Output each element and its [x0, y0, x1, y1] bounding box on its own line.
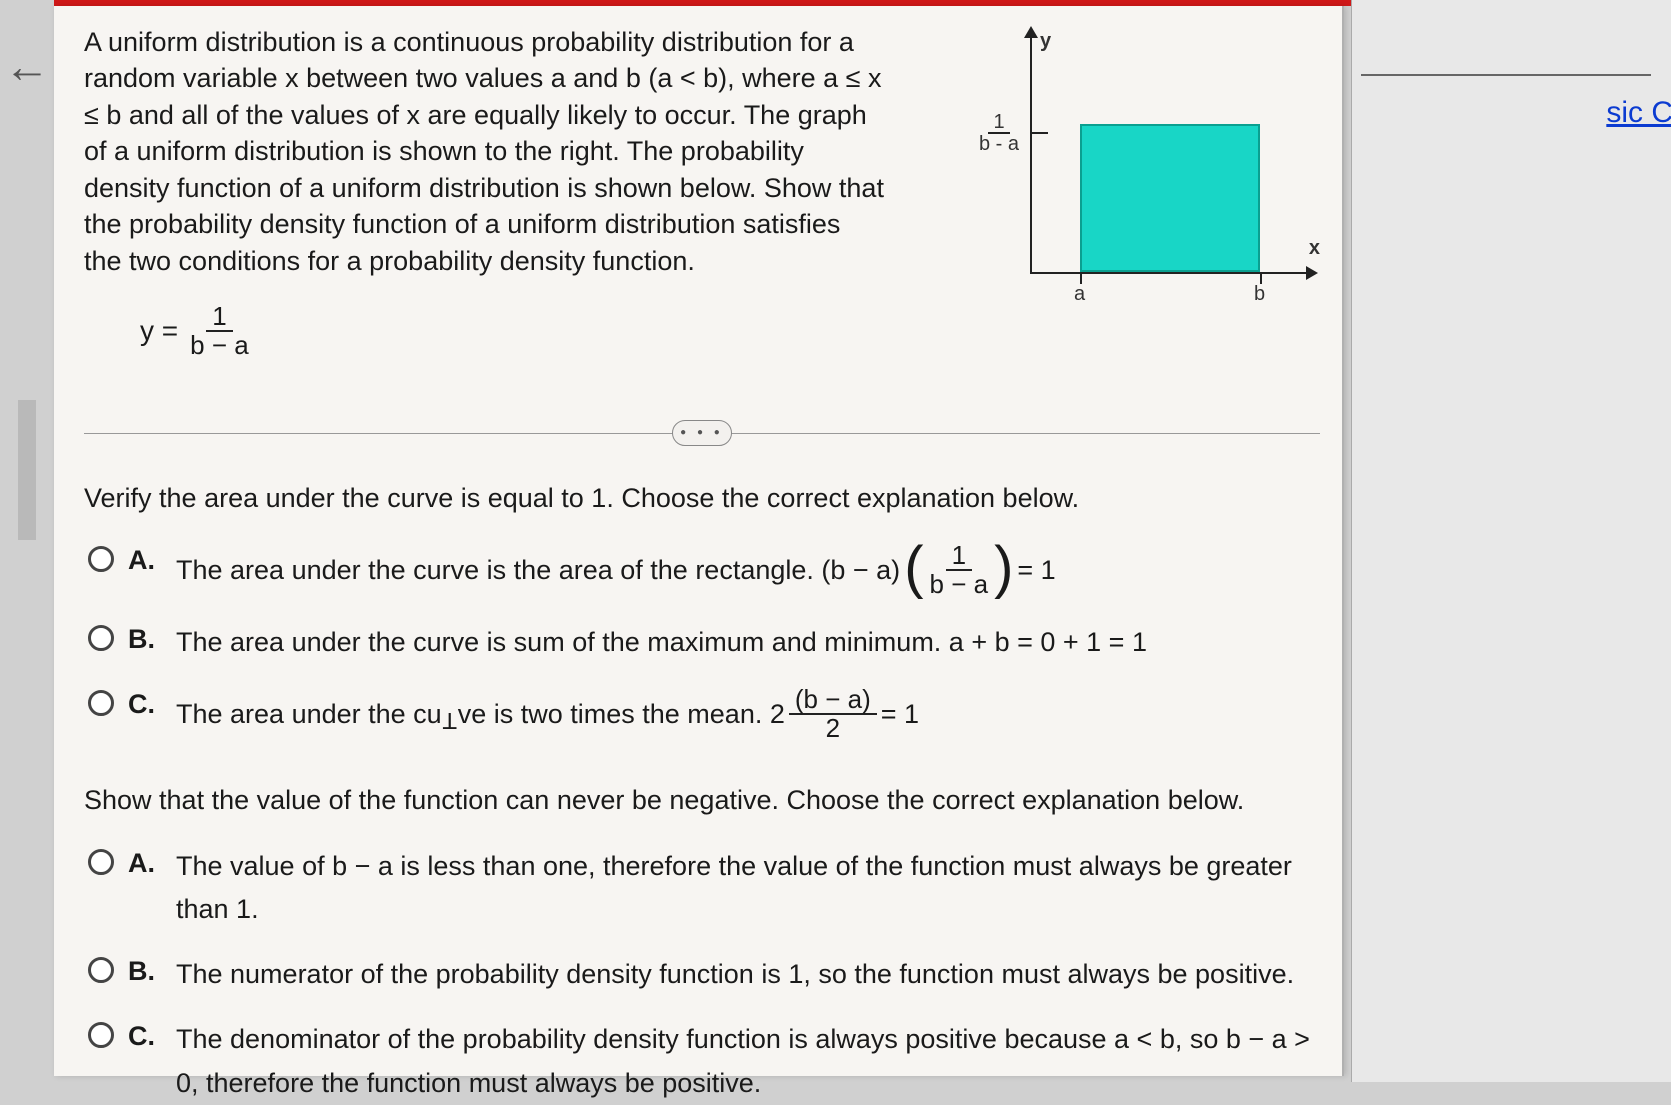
option-letter: A. — [128, 542, 162, 578]
q1-c-word-post: ve — [458, 699, 487, 729]
q1-b-content: The area under the curve is sum of the m… — [176, 621, 1320, 664]
q2-a-content: The value of b − a is less than one, the… — [176, 845, 1320, 931]
pdf-equation: y = 1 b − a — [140, 303, 884, 360]
option-letter: C. — [128, 1018, 162, 1054]
tick-label-a: a — [1074, 281, 1085, 308]
radio-button[interactable] — [88, 957, 114, 983]
q2-prompt: Show that the value of the function can … — [84, 782, 1320, 818]
q1-a-fraction: 1 b − a — [924, 542, 995, 599]
q1-c-cursor: cu — [413, 699, 442, 729]
option-letter: C. — [128, 686, 162, 722]
right-panel-divider — [1361, 74, 1651, 76]
right-paren-icon: ) — [994, 545, 1013, 591]
question-1: Verify the area under the curve is equal… — [84, 480, 1320, 743]
q1-a-frac-den: b − a — [924, 571, 995, 598]
q2-a-text: The value of b − a is less than one, the… — [176, 845, 1320, 931]
q1-c-text-pre: The area under the cuꓕve is two times th… — [176, 693, 785, 736]
option-letter: B. — [128, 953, 162, 989]
text-cursor-icon: ꓕ — [442, 704, 458, 739]
q1-option-a[interactable]: A. The area under the curve is the area … — [84, 542, 1320, 599]
radio-button[interactable] — [88, 546, 114, 572]
left-paren-icon: ( — [904, 545, 923, 591]
q1-a-text-post: = 1 — [1017, 549, 1055, 592]
q2-option-b[interactable]: B. The numerator of the probability dens… — [84, 953, 1320, 996]
q2-option-c[interactable]: C. The denominator of the probability de… — [84, 1018, 1320, 1104]
q2-b-content: The numerator of the probability density… — [176, 953, 1320, 996]
q2-b-text: The numerator of the probability density… — [176, 953, 1294, 996]
q1-prompt: Verify the area under the curve is equal… — [84, 480, 1320, 516]
q1-c-frac-num: (b − a) — [789, 686, 877, 715]
q1-a-text-pre: The area under the curve is the area of … — [176, 549, 900, 592]
q1-c-text-post: = 1 — [881, 693, 919, 736]
x-axis-line — [1030, 272, 1310, 274]
q1-c-frac-den: 2 — [820, 715, 846, 742]
q1-a-fraction-group: ( 1 b − a ) — [904, 542, 1013, 599]
radio-button[interactable] — [88, 1022, 114, 1048]
eq-frac-num: 1 — [206, 303, 232, 332]
y-axis-line — [1030, 34, 1032, 274]
radio-button[interactable] — [88, 625, 114, 651]
q2-c-content: The denominator of the probability densi… — [176, 1018, 1320, 1104]
right-side-panel: sic C — [1351, 0, 1671, 1082]
option-letter: A. — [128, 845, 162, 881]
expand-pill-button[interactable]: ● ● ● — [672, 420, 732, 446]
option-letter: B. — [128, 621, 162, 657]
q1-b-text: The area under the curve is sum of the m… — [176, 621, 1147, 664]
section-divider: ● ● ● — [84, 420, 1320, 448]
q1-c-content: The area under the cuꓕve is two times th… — [176, 686, 1320, 743]
q2-option-a[interactable]: A. The value of b − a is less than one, … — [84, 845, 1320, 931]
left-scroll-hint — [18, 400, 36, 540]
radio-button[interactable] — [88, 849, 114, 875]
x-axis-label: x — [1309, 235, 1320, 262]
ellipsis-icon: ● ● ● — [680, 426, 724, 440]
radio-button[interactable] — [88, 690, 114, 716]
uniform-distribution-graph: y x a b 1 b - a — [910, 24, 1320, 304]
eq-fraction: 1 b − a — [184, 303, 255, 360]
question-2: Show that the value of the function can … — [84, 782, 1320, 1104]
x-axis-arrow — [1306, 266, 1318, 280]
q1-option-c[interactable]: C. The area under the cuꓕve is two times… — [84, 686, 1320, 743]
y-tick-num: 1 — [988, 112, 1009, 134]
y-axis-label: y — [1040, 28, 1051, 55]
problem-paragraph: A uniform distribution is a continuous p… — [84, 24, 884, 279]
y-tick-height-label: 1 b - a — [974, 112, 1048, 154]
eq-lhs: y = — [140, 312, 178, 350]
problem-statement: A uniform distribution is a continuous p… — [84, 24, 884, 360]
problem-header-row: A uniform distribution is a continuous p… — [84, 24, 1320, 360]
y-axis-arrow — [1024, 26, 1038, 38]
y-tick-fraction: 1 b - a — [974, 112, 1024, 154]
back-arrow-button[interactable]: ← — [0, 36, 54, 96]
q1-option-b[interactable]: B. The area under the curve is sum of th… — [84, 621, 1320, 664]
q1-c-fraction: (b − a) 2 — [789, 686, 877, 743]
back-arrow-glyph: ← — [4, 39, 50, 93]
q1-a-frac-num: 1 — [946, 542, 972, 571]
q1-a-content: The area under the curve is the area of … — [176, 542, 1320, 599]
problem-page: A uniform distribution is a continuous p… — [54, 6, 1344, 1076]
eq-frac-den: b − a — [184, 332, 255, 359]
y-tick-mark — [1032, 132, 1048, 134]
uniform-pdf-rectangle — [1080, 124, 1260, 272]
tick-label-b: b — [1254, 281, 1265, 308]
q2-c-text: The denominator of the probability densi… — [176, 1018, 1320, 1104]
right-panel-link[interactable]: sic C — [1606, 96, 1671, 130]
y-tick-den: b - a — [974, 134, 1024, 154]
